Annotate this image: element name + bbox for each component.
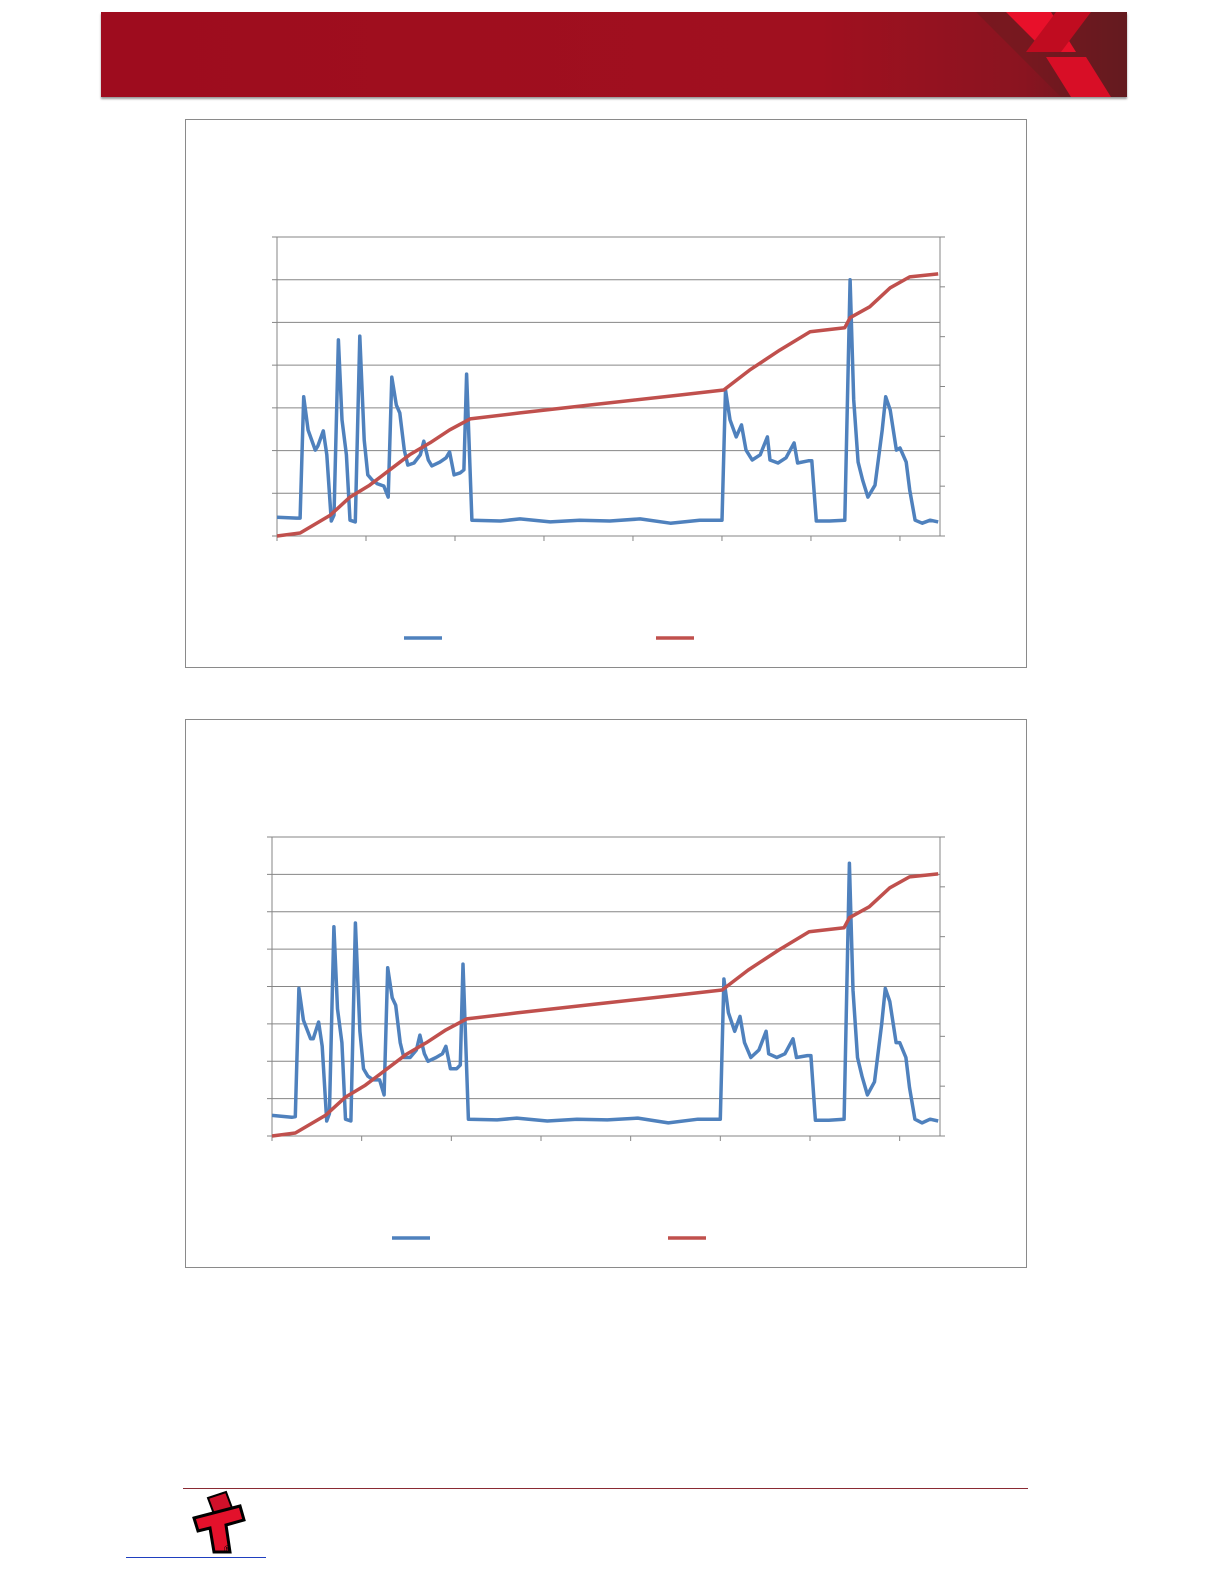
chart-frame bbox=[185, 119, 1027, 668]
series-line bbox=[276, 272, 939, 538]
banner-logo bbox=[976, 12, 1127, 97]
header-banner bbox=[101, 12, 1127, 97]
footer-rule bbox=[183, 1488, 1028, 1489]
series-line bbox=[276, 277, 939, 525]
registered-mark: ® bbox=[224, 1544, 231, 1554]
series-line bbox=[271, 872, 939, 1138]
footer-logo: ® bbox=[192, 1490, 246, 1554]
footer-link bbox=[126, 1557, 266, 1558]
series-line bbox=[271, 861, 939, 1125]
